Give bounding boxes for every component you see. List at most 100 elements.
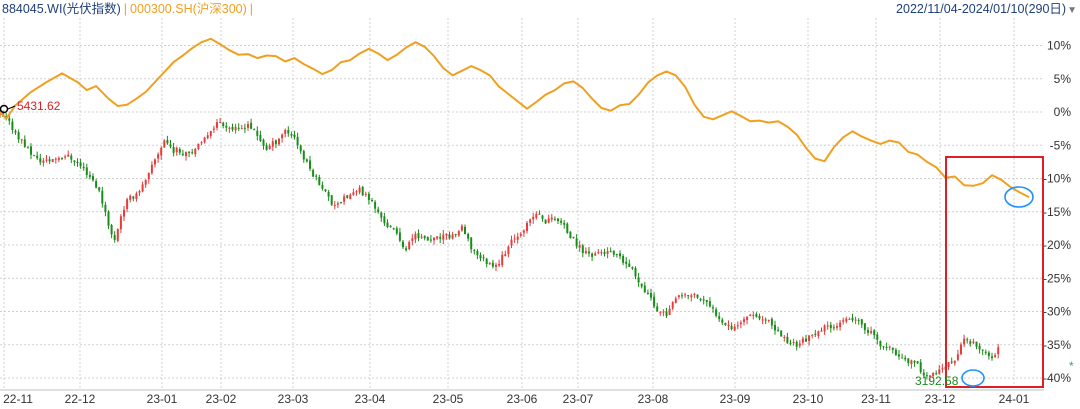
x-tick-label: 23-09 — [720, 392, 751, 406]
candle-body — [901, 357, 904, 359]
compare-series-code[interactable]: 000300.SH — [130, 2, 193, 16]
candle-body — [696, 294, 699, 298]
candle-body — [448, 234, 451, 239]
chart-header: 884045.WI(光伏指数) | 000300.SH(沪深300) | 2022/1… — [0, 0, 1080, 20]
candle-body — [588, 251, 590, 254]
candle-body — [975, 341, 978, 347]
candle-body — [516, 236, 519, 240]
candle-body — [941, 368, 944, 370]
candle-body — [488, 263, 491, 265]
candle-body — [913, 360, 916, 363]
candle-body — [234, 126, 237, 131]
candle-body — [110, 225, 113, 235]
candle-body — [411, 238, 414, 241]
candle-body — [256, 130, 259, 136]
candle-body — [209, 131, 212, 136]
candle-body — [265, 145, 268, 150]
compare-series-name[interactable]: (沪深300) — [192, 2, 247, 16]
candle-body — [442, 234, 445, 240]
candle-body — [197, 143, 200, 149]
date-range-text[interactable]: 2022/11/04-2024/01/10(290日) — [896, 2, 1067, 16]
candle-body — [333, 204, 336, 206]
candle-body — [26, 147, 29, 149]
candle-body — [854, 319, 857, 321]
candle-body — [783, 337, 786, 339]
candle-body — [330, 195, 333, 205]
candle-body — [243, 127, 246, 129]
candle-body — [95, 181, 98, 188]
candle-body — [591, 253, 594, 257]
candle-body — [724, 323, 727, 325]
candle-body — [420, 236, 423, 238]
candle-body — [584, 251, 587, 254]
x-tick-label: 22-12 — [65, 392, 96, 406]
y-tick-label: -30% — [1043, 305, 1071, 319]
candle-body — [315, 175, 318, 177]
candle-body — [417, 233, 420, 239]
candle-body — [274, 140, 277, 145]
candle-body — [826, 325, 829, 327]
candle-body — [631, 267, 634, 269]
candle-body — [987, 352, 990, 357]
candle-body — [39, 158, 42, 163]
candle-body — [485, 258, 488, 265]
candle-body — [312, 170, 315, 177]
candle-body — [429, 239, 432, 241]
dropdown-arrow-icon[interactable]: ▼ — [1067, 5, 1077, 16]
candle-body — [898, 354, 900, 357]
y-tick-label: -25% — [1043, 271, 1071, 285]
main-series-name[interactable]: (光伏指数) — [62, 2, 121, 16]
candle-body — [42, 160, 45, 163]
candle-body — [749, 314, 752, 317]
candle-body — [445, 233, 448, 236]
candle-body — [386, 222, 389, 228]
candle-body — [547, 218, 550, 223]
candle-body — [510, 239, 513, 246]
candle-body — [529, 219, 532, 223]
candle-body — [178, 149, 181, 153]
candle-body — [637, 277, 640, 283]
candle-body — [544, 219, 547, 224]
candle-body — [705, 300, 708, 303]
candle-body — [863, 323, 866, 331]
candle-body — [225, 125, 228, 128]
y-tick-label: -40% — [1043, 371, 1071, 385]
candle-body — [470, 237, 473, 250]
date-range-selector[interactable]: 2022/11/04-2024/01/10(290日)▼ — [896, 0, 1077, 20]
candle-body — [76, 161, 79, 163]
x-tick-label: 23-07 — [563, 392, 594, 406]
candle-body — [364, 193, 367, 195]
candle-body — [932, 372, 935, 376]
candle-body — [780, 330, 783, 337]
candle-body — [938, 369, 941, 375]
candle-body — [526, 222, 528, 232]
candle-body — [960, 344, 962, 354]
candle-body — [259, 134, 262, 141]
candle-body — [619, 253, 621, 257]
candle-body — [135, 193, 138, 200]
candle-body — [752, 314, 755, 316]
candle-body — [398, 232, 401, 241]
candle-body — [963, 338, 966, 345]
candle-body — [947, 362, 950, 368]
candle-body — [730, 326, 733, 330]
candle-body — [808, 335, 811, 341]
candle-body — [755, 313, 758, 318]
candle-body — [991, 356, 993, 359]
candle-body — [746, 316, 749, 321]
candle-body — [262, 139, 265, 146]
candle-body — [538, 213, 541, 215]
y-tick-label: -20% — [1043, 238, 1071, 252]
candle-body — [414, 233, 417, 240]
main-series-code[interactable]: 884045.WI — [2, 2, 63, 16]
candle-body — [981, 349, 984, 351]
candle-body — [17, 132, 20, 140]
candle-body — [113, 235, 116, 240]
candle-body — [575, 238, 578, 247]
candle-body — [519, 233, 522, 236]
crosshair-marker-icon: * — [1069, 359, 1074, 373]
x-tick-label: 23-01 — [147, 392, 178, 406]
candle-body — [36, 155, 39, 159]
candle-body — [293, 134, 296, 138]
